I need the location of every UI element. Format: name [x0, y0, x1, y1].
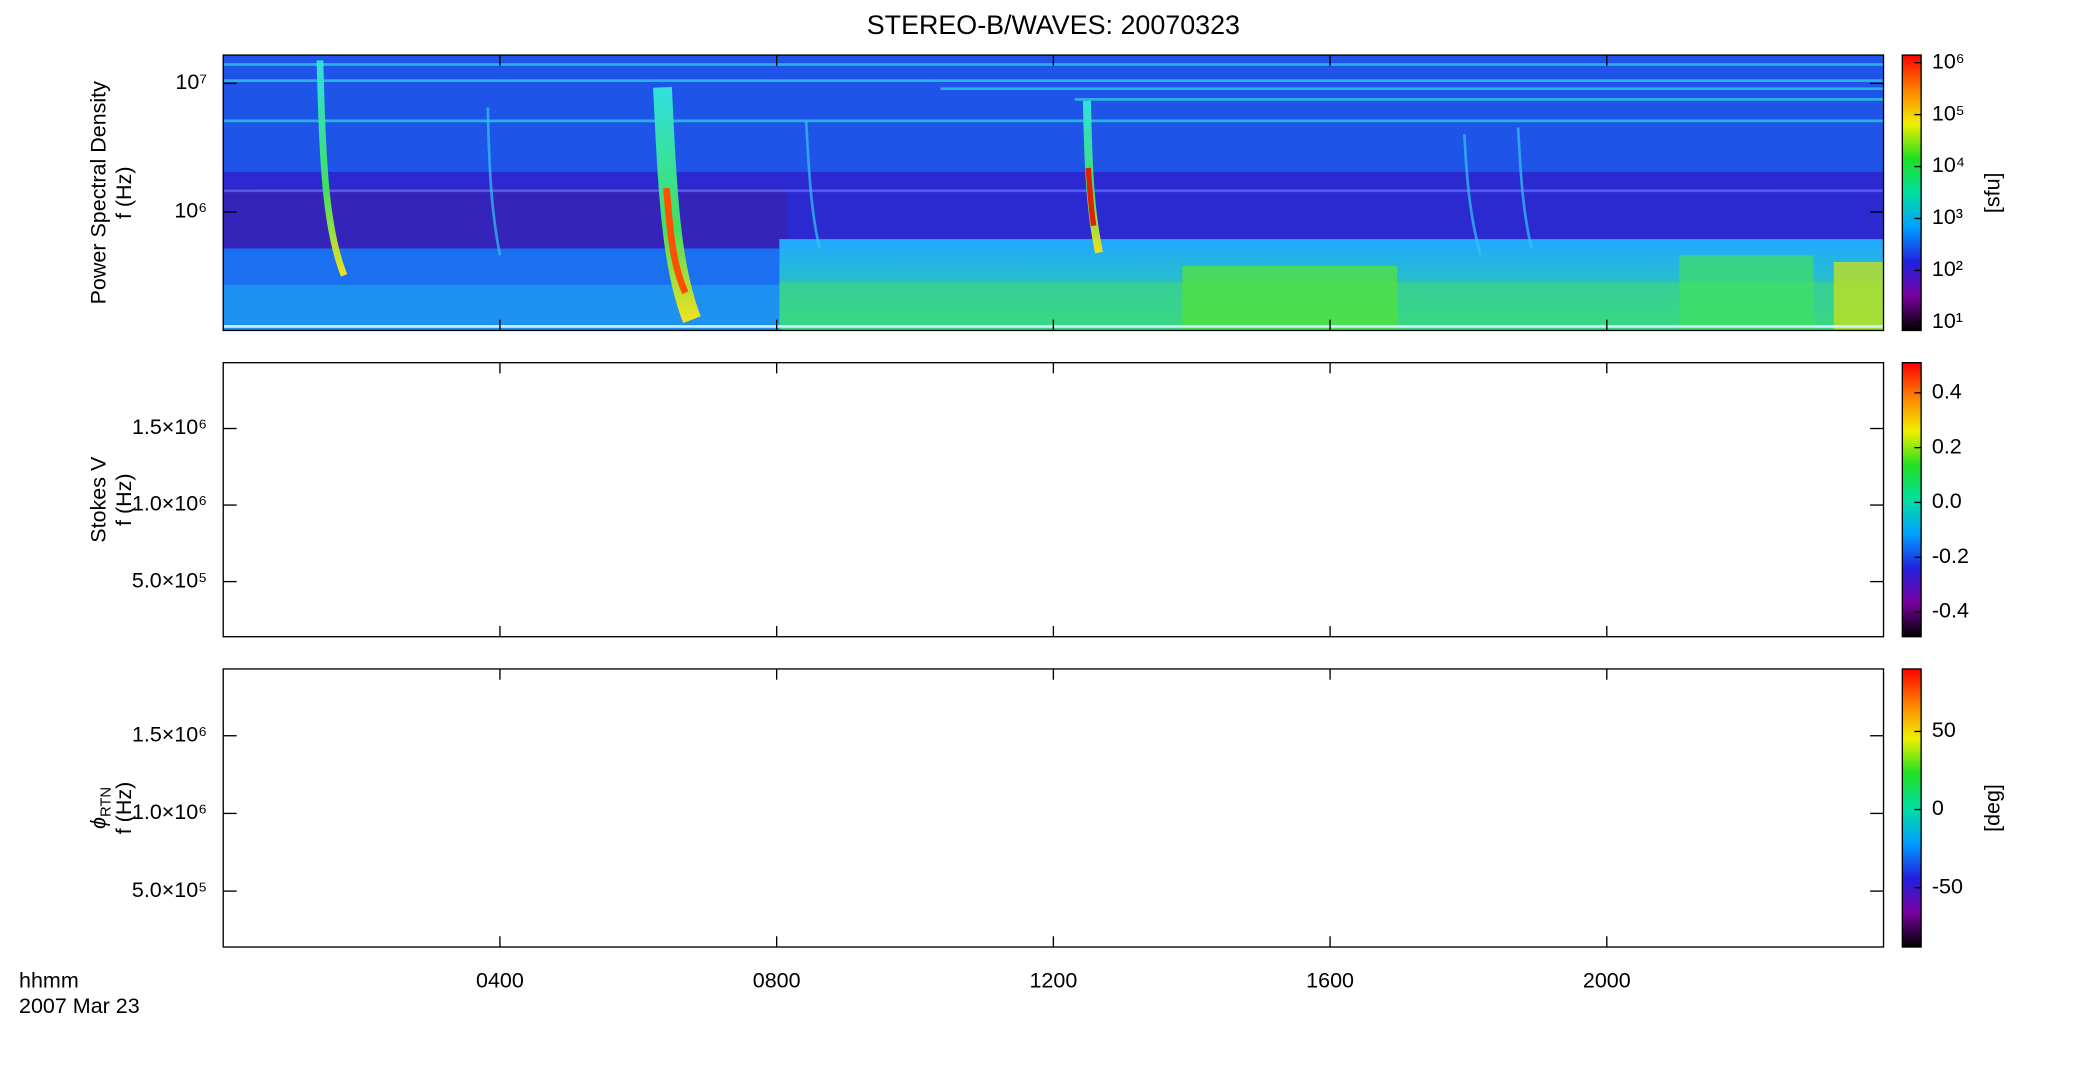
- y-tick-label: 1.0×10⁶: [132, 492, 207, 516]
- x-tick-label: 0400: [476, 969, 524, 993]
- x-axis-label: hhmm: [19, 969, 79, 993]
- x-tick-label: 1200: [1029, 969, 1077, 993]
- colorbar: [1901, 668, 1922, 948]
- plot-frame: [222, 668, 1885, 948]
- colorbar-tick-label: -0.4: [1932, 599, 1969, 623]
- chart-title: STEREO-B/WAVES: 20070323: [867, 10, 1240, 40]
- colorbar-tick-label: 0.2: [1932, 434, 1962, 458]
- colorbar-label: [deg]: [1980, 784, 2004, 832]
- colorbar: [1901, 362, 1922, 638]
- plot-frame: [222, 362, 1885, 638]
- colorbar-tick-label: -50: [1932, 874, 1963, 898]
- y-tick-label: 5.0×10⁵: [132, 878, 207, 902]
- y-axis-symbol: ϕ: [86, 817, 110, 829]
- x-tick-label: 0800: [753, 969, 801, 993]
- y-axis-subscript: RTN: [98, 787, 114, 817]
- colorbar-tick-label: 10³: [1932, 205, 1963, 229]
- colorbar-tick-label: -0.2: [1932, 544, 1969, 568]
- colorbar-tick-label: 0.0: [1932, 489, 1962, 513]
- colorbar-tick-label: 0.4: [1932, 380, 1962, 404]
- x-tick-label: 1600: [1306, 969, 1354, 993]
- x-axis-label: 2007 Mar 23: [19, 994, 140, 1018]
- colorbar-tick-label: 10⁶: [1932, 49, 1965, 73]
- y-tick-label: 1.5×10⁶: [132, 415, 207, 439]
- colorbar: [1901, 54, 1922, 332]
- y-axis-label: Stokes V: [86, 456, 110, 543]
- y-axis-label: ϕRTN: [86, 787, 114, 829]
- y-tick-label: 1.0×10⁶: [132, 800, 207, 824]
- colorbar-tick-label: 0: [1932, 796, 1944, 820]
- y-tick-label: 1.5×10⁶: [132, 722, 207, 746]
- y-tick-label: 10⁷: [175, 70, 207, 94]
- colorbar-tick-label: 10²: [1932, 257, 1963, 281]
- y-axis-label: f (Hz): [112, 782, 136, 835]
- spectrogram-image: [223, 55, 1884, 331]
- y-axis-label: Power Spectral Density: [86, 81, 110, 305]
- x-tick-label: 2000: [1583, 969, 1631, 993]
- y-axis-label: f (Hz): [112, 473, 136, 526]
- colorbar-tick-label: 10¹: [1932, 309, 1963, 333]
- y-axis-label: f (Hz): [112, 167, 136, 220]
- colorbar-tick-label: 10⁴: [1932, 153, 1965, 177]
- colorbar-tick-label: 10⁵: [1932, 101, 1965, 125]
- colorbar-tick-label: 50: [1932, 718, 1956, 742]
- y-tick-label: 10⁶: [174, 199, 207, 223]
- y-tick-label: 5.0×10⁵: [132, 568, 207, 592]
- colorbar-label: [sfu]: [1980, 172, 2004, 213]
